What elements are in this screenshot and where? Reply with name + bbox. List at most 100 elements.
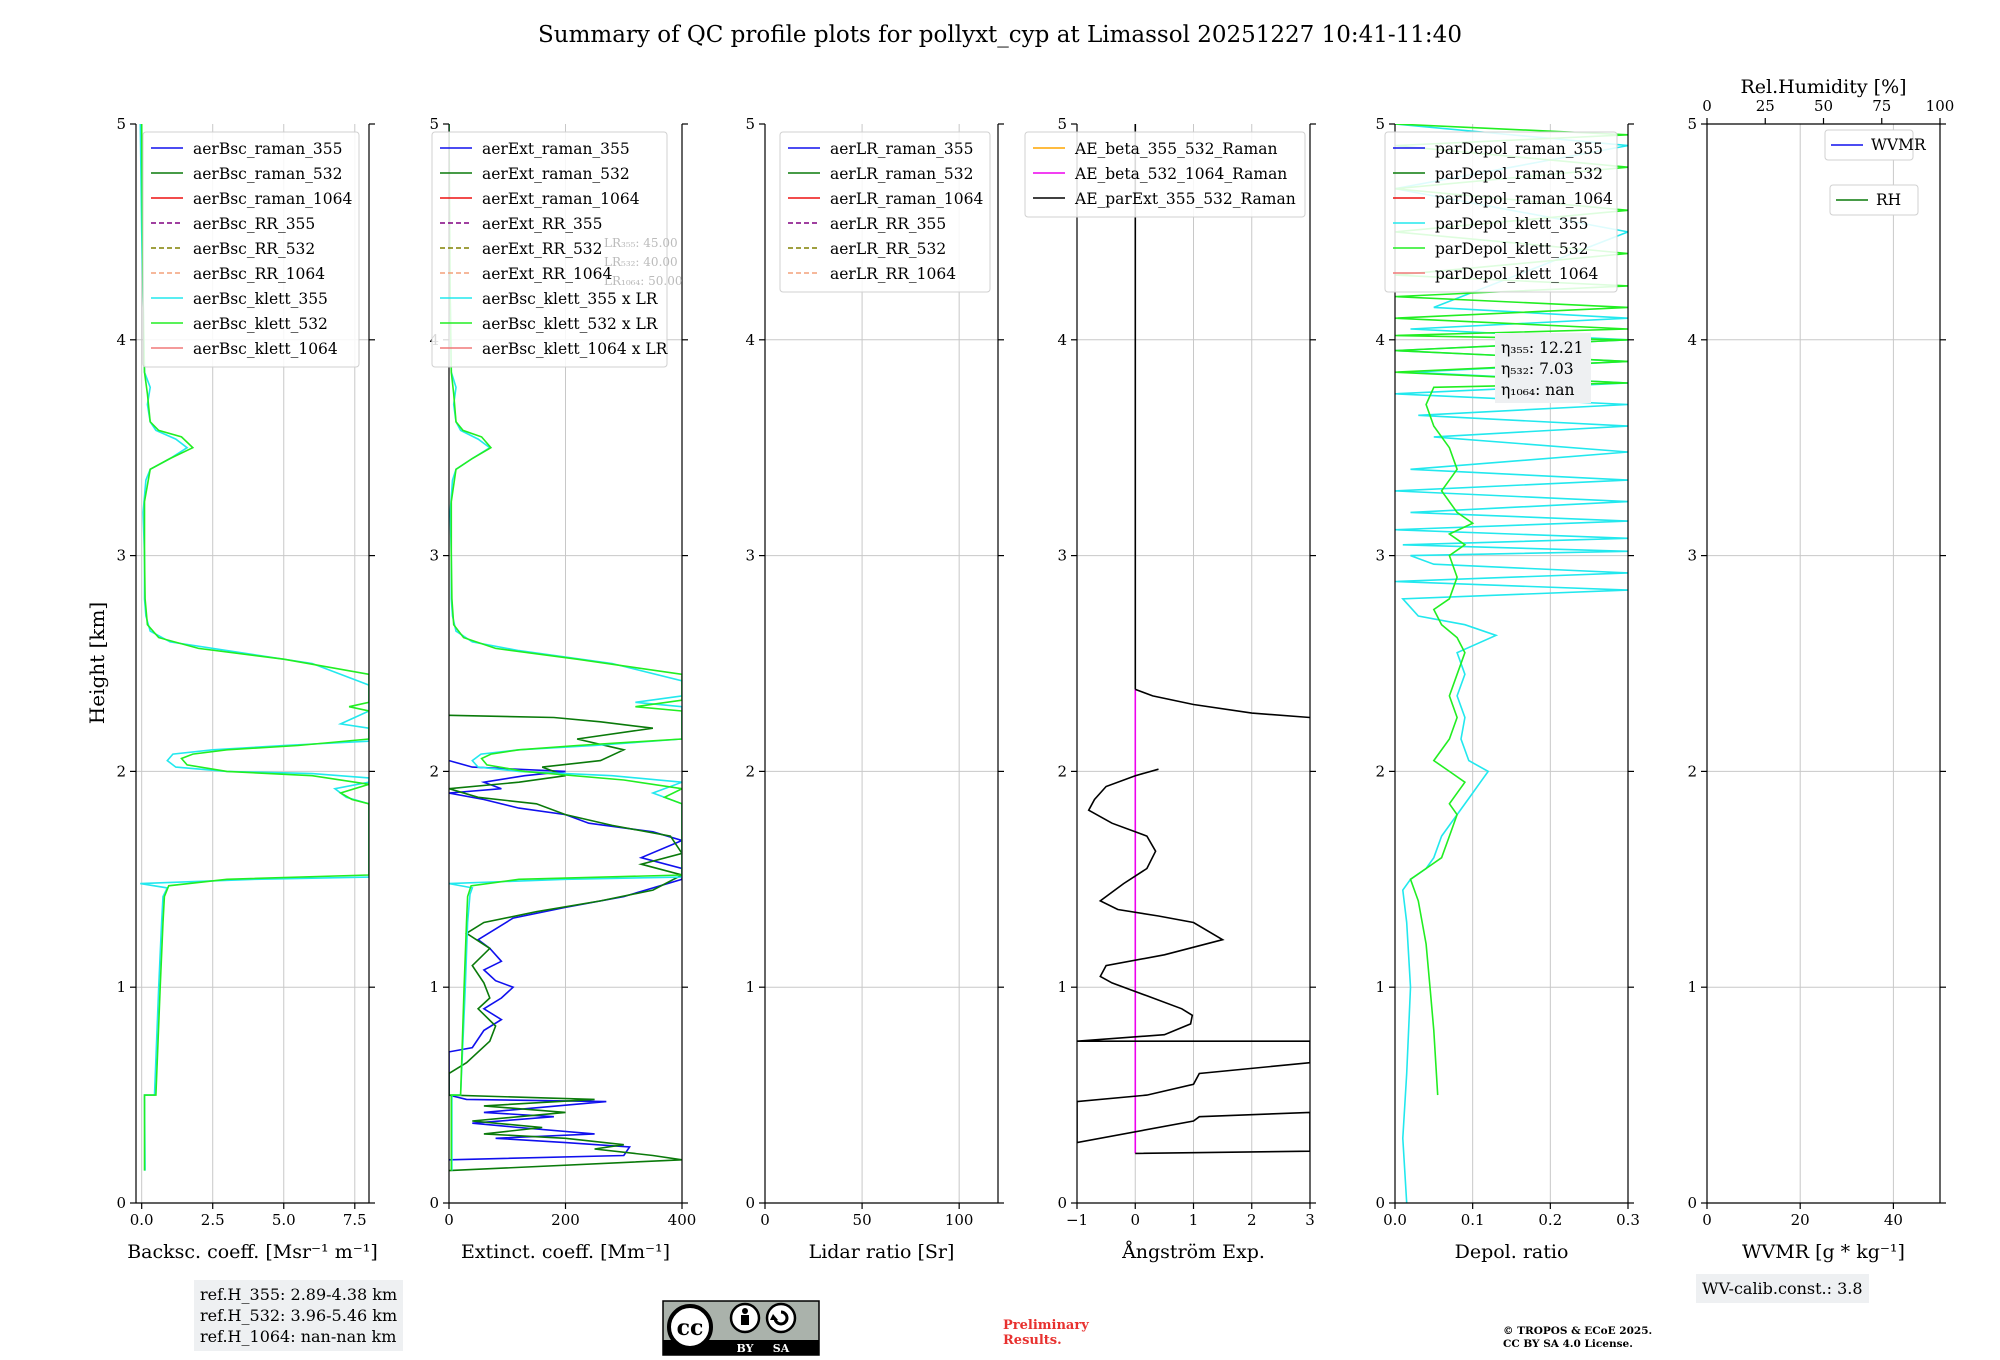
- legend-label: aerBsc_klett_355 x LR: [482, 290, 659, 308]
- legend-box: [1829, 184, 1919, 216]
- x-tick-label: −1: [1066, 1211, 1088, 1229]
- top-x-tick-label: 25: [1756, 97, 1775, 115]
- y-tick-label: 2: [1057, 762, 1067, 780]
- legend-box: [779, 131, 991, 293]
- lr-annotation: LR₁₀₆₄: 50.00: [604, 274, 682, 288]
- cc-text: cc: [677, 1315, 704, 1341]
- wv-calib-const: WV-calib.const.: 3.8: [1702, 1279, 1863, 1298]
- x-tick-label: 0.3: [1616, 1211, 1640, 1229]
- x-axis-label: Ångström Exp.: [1121, 1241, 1265, 1263]
- cc-by-label: BY: [737, 1342, 754, 1355]
- y-tick-label: 0: [429, 1194, 439, 1212]
- series-line-aerBsc_klett_532: [140, 124, 369, 1171]
- y-tick-label: 5: [1375, 115, 1385, 133]
- lr-annotation: LR₅₃₂: 40.00: [604, 255, 678, 269]
- y-tick-label: 2: [1687, 762, 1697, 780]
- y-tick-label: 4: [1687, 331, 1697, 349]
- y-tick-label: 0: [745, 1194, 755, 1212]
- ref-h-355: ref.H_355: 2.89-4.38 km: [200, 1285, 398, 1304]
- y-tick-label: 3: [429, 547, 439, 565]
- wv-calibration-box: WV-calib.const.: 3.8: [1696, 1274, 1869, 1303]
- figure-title: Summary of QC profile plots for pollyxt_…: [538, 22, 1462, 48]
- legend-label: parDepol_klett_355: [1435, 215, 1588, 233]
- panel-bsc: 0 1 2 3 4 5 0.0 2.5 5.0 7.5 Backsc. coeff. [Msr⁻¹ …: [116, 115, 377, 1263]
- legend-label: WVMR: [1871, 136, 1927, 154]
- copyright-line-2: CC BY SA 4.0 License.: [1503, 1338, 1633, 1350]
- y-tick-label: 5: [1057, 115, 1067, 133]
- y-tick-label: 1: [1687, 978, 1697, 996]
- series-line-AE_parExt_355_532_Raman: [1135, 688, 1310, 719]
- legend-label: aerExt_RR_532: [482, 240, 603, 258]
- eta-annotation: η₃₅₅: 12.21: [1501, 339, 1583, 357]
- x-tick-label: 0: [760, 1211, 770, 1229]
- x-tick-label: 7.5: [343, 1211, 367, 1229]
- series-line-parDepol_klett_532: [1395, 124, 1628, 1096]
- legend-label: AE_beta_532_1064_Raman: [1074, 165, 1287, 183]
- x-tick-label: 3: [1305, 1211, 1315, 1229]
- y-tick-label: 2: [1375, 762, 1385, 780]
- legend-label: aerLR_raman_355: [830, 140, 973, 158]
- x-tick-label: 40: [1884, 1211, 1903, 1229]
- legend-box: [431, 131, 668, 368]
- x-tick-label: 0.1: [1461, 1211, 1485, 1229]
- legend-label: aerLR_raman_532: [830, 165, 973, 183]
- legend-label: aerExt_raman_1064: [482, 190, 640, 208]
- y-tick-label: 4: [745, 331, 755, 349]
- y-tick-label: 4: [116, 331, 126, 349]
- top-x-tick-label: 100: [1926, 97, 1955, 115]
- legend-label: aerBsc_klett_532 x LR: [482, 315, 659, 333]
- legend-label: aerExt_RR_355: [482, 215, 603, 233]
- y-tick-label: 3: [1057, 547, 1067, 565]
- legend-label: parDepol_klett_1064: [1435, 265, 1598, 283]
- ref-h-1064: ref.H_1064: nan-nan km: [200, 1327, 397, 1346]
- ref-h-532: ref.H_532: 3.96-5.46 km: [200, 1306, 398, 1325]
- legend-label: aerBsc_klett_1064 x LR: [482, 340, 669, 358]
- legend-label: aerLR_raman_1064: [830, 190, 983, 208]
- legend-label: aerExt_RR_1064: [482, 265, 613, 283]
- cc-sa-label: SA: [773, 1342, 790, 1355]
- y-tick-label: 0: [1057, 1194, 1067, 1212]
- top-x-tick-label: 75: [1872, 97, 1891, 115]
- y-axis-title: Height [km]: [85, 602, 109, 724]
- y-tick-label: 1: [429, 978, 439, 996]
- top-x-tick-label: 0: [1702, 97, 1712, 115]
- y-tick-label: 0: [116, 1194, 126, 1212]
- legend-label: RH: [1876, 191, 1901, 209]
- legend-label: parDepol_raman_1064: [1435, 190, 1613, 208]
- series-line-aerExt_raman_532: [449, 714, 682, 1172]
- legend-label: aerBsc_raman_532: [193, 165, 343, 183]
- x-tick-label: 0.0: [1383, 1211, 1407, 1229]
- copyright-line-1: © TROPOS & ECoE 2025.: [1503, 1325, 1653, 1337]
- legend-label: aerBsc_raman_1064: [193, 190, 353, 208]
- x-tick-label: 0: [1130, 1211, 1140, 1229]
- panel-depol: 0 1 2 3 4 5 0.0 0.1 0.2 0.3 Depol. ratio parDepol_r…: [1375, 115, 1639, 1263]
- x-tick-label: 1: [1189, 1211, 1199, 1229]
- legend-label: parDepol_raman_355: [1435, 140, 1603, 158]
- x-axis-label: Extinct. coeff. [Mm⁻¹]: [461, 1241, 670, 1263]
- x-tick-label: 20: [1791, 1211, 1810, 1229]
- legend-label: aerBsc_RR_532: [193, 240, 315, 258]
- x-axis-label: WVMR [g * kg⁻¹]: [1742, 1241, 1905, 1263]
- top-x-tick-label: 50: [1814, 97, 1833, 115]
- x-tick-label: 100: [945, 1211, 974, 1229]
- legend-box: [142, 131, 360, 368]
- y-tick-label: 1: [1057, 978, 1067, 996]
- y-tick-label: 1: [116, 978, 126, 996]
- x-tick-label: 0: [1702, 1211, 1712, 1229]
- y-tick-label: 2: [745, 762, 755, 780]
- series-line-aerBsc_klett_532 x LR: [449, 124, 682, 1171]
- legend-label: aerLR_RR_355: [830, 215, 946, 233]
- y-tick-label: 3: [1687, 547, 1697, 565]
- y-tick-label: 1: [745, 978, 755, 996]
- legend-label: aerLR_RR_532: [830, 240, 946, 258]
- legend-label: aerBsc_RR_355: [193, 215, 315, 233]
- y-tick-label: 5: [1687, 115, 1697, 133]
- x-tick-label: 2: [1247, 1211, 1257, 1229]
- legend-label: AE_parExt_355_532_Raman: [1074, 190, 1296, 208]
- legend-label: parDepol_klett_532: [1435, 240, 1588, 258]
- legend-label: AE_beta_355_532_Raman: [1074, 140, 1277, 158]
- cc-by-sa-badge: cc BY SA: [662, 1300, 820, 1356]
